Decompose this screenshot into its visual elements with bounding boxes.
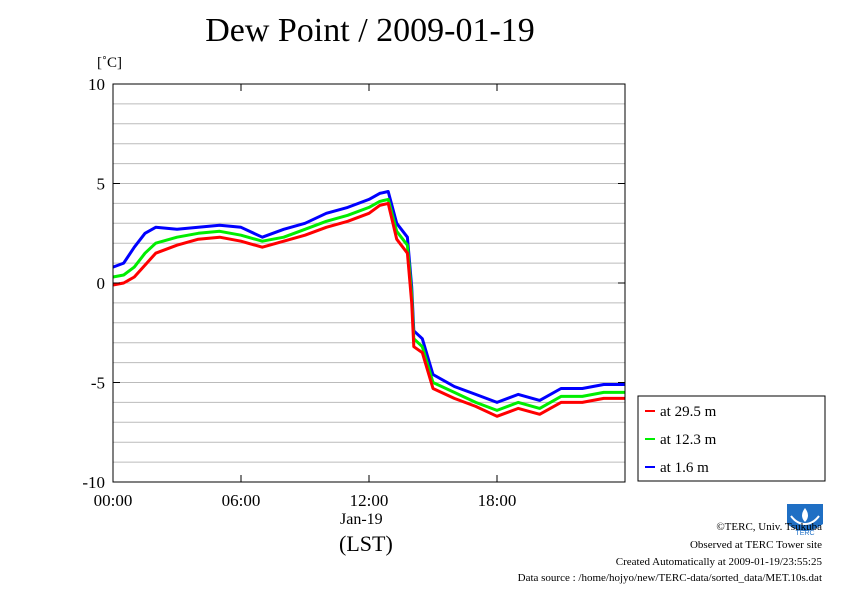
legend-label: at 29.5 m xyxy=(660,404,717,420)
y-tick-label: -10 xyxy=(82,473,105,492)
legend: at 29.5 m at 12.3 m at 1.6 m xyxy=(637,395,826,482)
source-text: Data source : /home/hojyo/new/TERC-data/… xyxy=(517,572,822,584)
axis-ticks: -10 -5 0 5 10 00:00 06:00 12:00 18:00 xyxy=(82,75,625,510)
y-tick-label: -5 xyxy=(91,374,105,393)
x-tick-label: 00:00 xyxy=(94,491,133,510)
y-axis-unit: [˚C] xyxy=(97,55,122,71)
series-line xyxy=(112,201,625,418)
chart-title: Dew Point / 2009-01-19 xyxy=(205,12,535,49)
copyright-text: ©TERC, Univ. Tsukuba xyxy=(716,521,822,533)
x-tick-label: 06:00 xyxy=(222,491,261,510)
grid-lines xyxy=(113,103,625,463)
logo-text: TERC xyxy=(795,530,814,537)
x-timezone-label: (LST) xyxy=(339,531,393,556)
site-text: Observed at TERC Tower site xyxy=(689,539,822,551)
terc-logo: TERC xyxy=(785,502,825,538)
y-tick-label: 5 xyxy=(97,175,106,194)
series-lines xyxy=(112,190,625,418)
created-text: Created Automatically at 2009-01-19/23:5… xyxy=(615,556,822,568)
series-line xyxy=(112,190,625,404)
x-tick-label: 12:00 xyxy=(350,491,389,510)
y-tick-label: 0 xyxy=(97,274,106,293)
x-tick-label: 18:00 xyxy=(478,491,517,510)
legend-box xyxy=(637,395,826,482)
y-tick-label: 10 xyxy=(88,75,105,94)
series-line xyxy=(112,197,625,412)
x-date-label: Jan-19 xyxy=(340,511,383,528)
legend-label: at 1.6 m xyxy=(660,460,709,476)
legend-label: at 12.3 m xyxy=(660,432,717,448)
